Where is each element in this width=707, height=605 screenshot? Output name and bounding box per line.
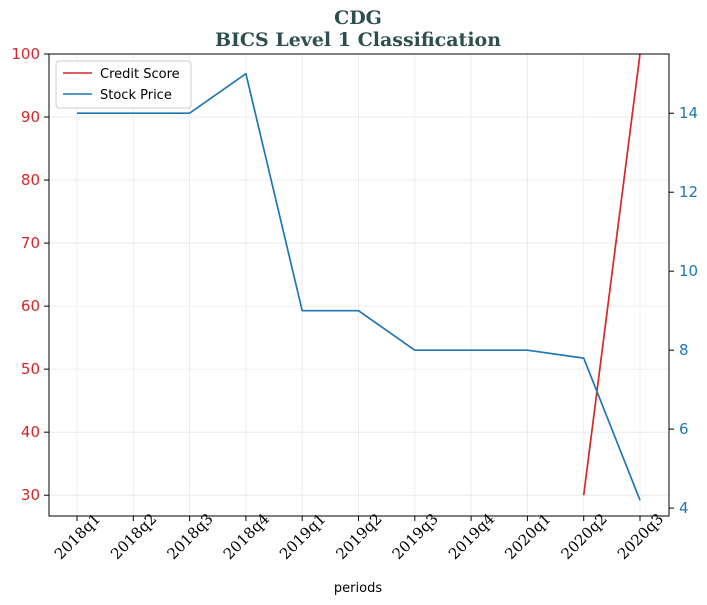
left-tick-label: 90	[21, 108, 40, 126]
left-tick-label: 50	[21, 360, 40, 378]
left-tick-label: 80	[21, 171, 40, 189]
series-line-stock-price	[77, 72, 641, 501]
plot-frame	[48, 53, 670, 517]
right-tick-label: 8	[679, 341, 689, 359]
legend-label-stock-price: Stock Price	[100, 88, 172, 103]
right-tick-label: 4	[679, 499, 689, 517]
right-tick-label: 12	[679, 183, 698, 201]
right-tick-label: 14	[679, 104, 698, 122]
series-layer	[77, 53, 641, 501]
right-y-axis: 4 6 8 10 12 14	[669, 104, 698, 517]
x-axis-label: periods	[334, 581, 382, 596]
chart-subtitle: BICS Level 1 Classification	[215, 29, 501, 51]
left-tick-label: 70	[21, 234, 40, 252]
chart-title: CDG	[334, 7, 382, 29]
right-tick-label: 10	[679, 262, 698, 280]
x-axis: 2018q1 2018q2 2018q3 2018q4 2019q1 2019q2 2019…	[51, 510, 667, 563]
grid	[49, 53, 669, 516]
legend: Credit Score Stock Price	[55, 60, 192, 109]
left-tick-label: 40	[21, 423, 40, 441]
left-tick-label: 30	[21, 486, 40, 504]
right-tick-label: 6	[679, 420, 689, 438]
left-tick-label: 100	[11, 45, 40, 63]
left-y-axis: 30 40 50 60 70 80 90 100	[11, 45, 49, 504]
legend-label-credit-score: Credit Score	[100, 67, 180, 82]
series-line-credit-score	[582, 53, 641, 496]
left-tick-label: 60	[21, 297, 40, 315]
